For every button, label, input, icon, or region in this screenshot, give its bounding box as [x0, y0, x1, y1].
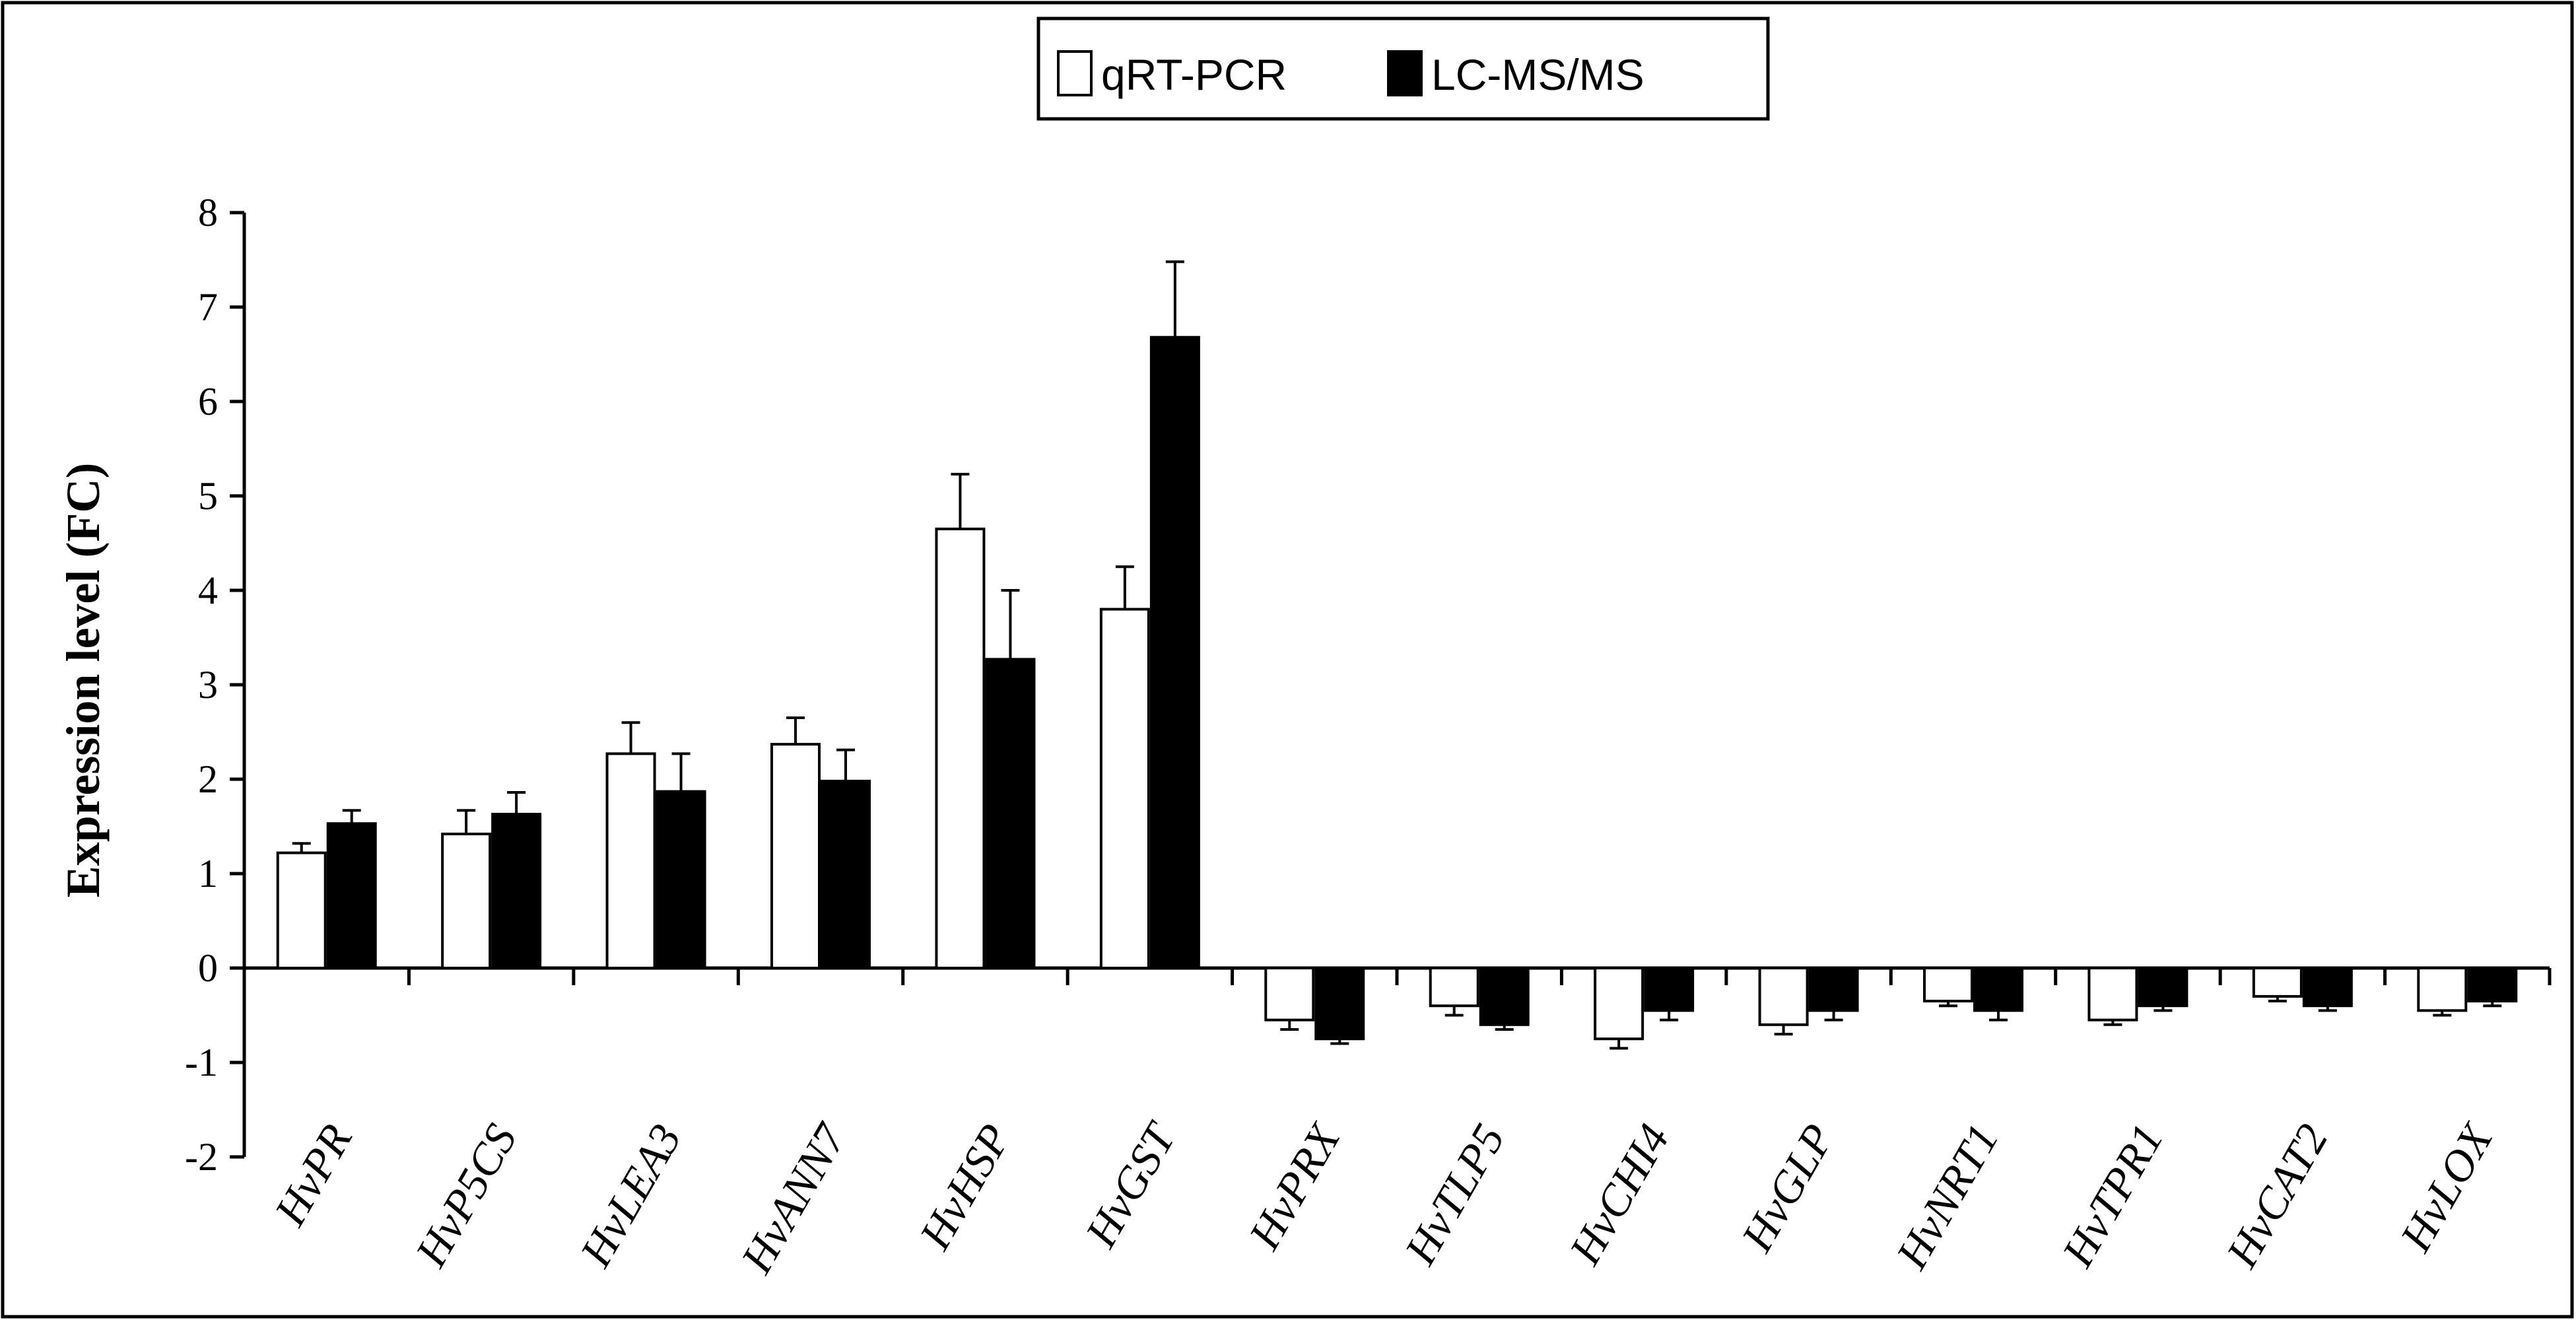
bar-qrt-pcr — [1594, 967, 1644, 1041]
bar-lc-ms-ms — [985, 658, 1036, 969]
bar-lc-ms-ms — [656, 790, 706, 969]
legend-label-qrt-pcr: qRT-PCR — [1101, 50, 1287, 99]
legend-swatch-qrt-pcr — [1057, 50, 1093, 96]
y-tick-label: 3 — [198, 663, 218, 707]
bar-qrt-pcr — [1758, 967, 1809, 1026]
bar-qrt-pcr — [605, 752, 656, 969]
bar-qrt-pcr — [2087, 967, 2138, 1022]
bar-qrt-pcr — [1099, 608, 1150, 969]
legend: qRT-PCR LC-MS/MS — [1036, 17, 1770, 121]
bar-lc-ms-ms — [2302, 967, 2353, 1008]
bar-lc-ms-ms — [326, 822, 377, 969]
bar-qrt-pcr — [276, 851, 327, 970]
bar-qrt-pcr — [2417, 967, 2468, 1012]
y-tick-label: 2 — [198, 757, 218, 801]
y-tick-label: 8 — [198, 191, 218, 234]
bar-lc-ms-ms — [1314, 967, 1365, 1041]
y-tick-label: 1 — [198, 852, 218, 895]
bar-qrt-pcr — [935, 528, 986, 969]
bar-lc-ms-ms — [491, 812, 542, 970]
bar-lc-ms-ms — [2138, 967, 2188, 1008]
y-axis-title: Expression level (FC) — [57, 463, 110, 898]
bar-lc-ms-ms — [1149, 335, 1200, 969]
bar-lc-ms-ms — [1973, 967, 2023, 1012]
bar-lc-ms-ms — [1479, 967, 1530, 1026]
y-tick-label: 6 — [198, 380, 218, 423]
y-tick-label: 0 — [198, 946, 218, 990]
legend-label-lc-ms-ms: LC-MS/MS — [1431, 50, 1644, 99]
bar-qrt-pcr — [441, 832, 492, 969]
bar-lc-ms-ms — [821, 779, 871, 969]
bar-lc-ms-ms — [2467, 967, 2518, 1003]
y-tick-label: -1 — [185, 1041, 218, 1084]
bar-lc-ms-ms — [1644, 967, 1695, 1012]
y-tick-label: 7 — [198, 285, 218, 329]
y-tick-label: -2 — [185, 1135, 218, 1179]
bar-qrt-pcr — [1264, 967, 1315, 1022]
bar-qrt-pcr — [2252, 967, 2303, 998]
y-tick-label: 4 — [198, 569, 218, 612]
legend-swatch-lc-ms-ms — [1387, 50, 1423, 96]
bar-qrt-pcr — [770, 743, 821, 969]
bar-qrt-pcr — [1923, 967, 1973, 1003]
bar-qrt-pcr — [1429, 967, 1479, 1008]
y-tick-label: 5 — [198, 474, 218, 518]
bar-lc-ms-ms — [1808, 967, 1859, 1012]
